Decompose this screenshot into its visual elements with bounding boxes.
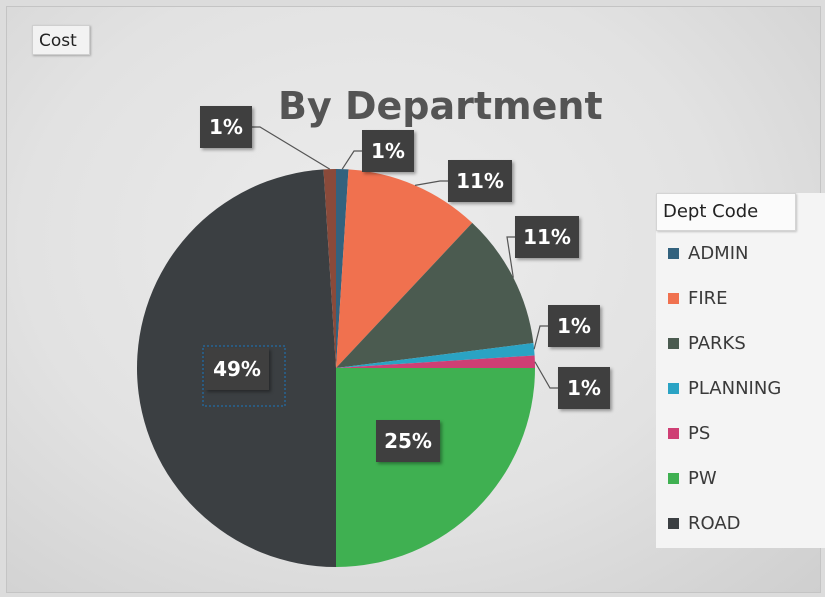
legend-swatch (668, 337, 679, 349)
pie-slice-ps[interactable] (336, 355, 535, 368)
leader-line-other (252, 126, 331, 170)
data-label-fire: 11% (448, 160, 512, 202)
pie-slice-pw[interactable] (336, 368, 535, 567)
legend-label: ROAD (688, 512, 741, 534)
legend-label: PS (688, 422, 711, 444)
chart-title: By Department (278, 84, 603, 128)
leader-line-parks (506, 236, 515, 278)
legend-label: PARKS (688, 332, 746, 354)
legend-item-planning[interactable]: PLANNING (668, 376, 781, 400)
pie-slice-planning[interactable] (336, 343, 535, 368)
leader-line-ps (534, 361, 558, 389)
legend-label: FIRE (688, 287, 728, 309)
legend-label: ADMIN (688, 242, 749, 264)
data-label-parks: 11% (515, 216, 579, 258)
leader-line-fire (414, 180, 448, 186)
data-label-pw: 25% (376, 420, 440, 462)
pie-slice-admin[interactable] (336, 169, 349, 368)
legend-label: PW (688, 467, 717, 489)
legend-item-fire[interactable]: FIRE (668, 286, 728, 310)
legend-swatch (668, 382, 679, 394)
legend-item-road[interactable]: ROAD (668, 511, 741, 535)
legend-swatch (668, 292, 679, 304)
legend-item-pw[interactable]: PW (668, 466, 717, 490)
legend-label: PLANNING (688, 377, 782, 399)
legend: Dept Code ADMIN FIRE PARKS PLANNING PS PW ROAD (656, 193, 825, 548)
legend-item-admin[interactable]: ADMIN (668, 241, 748, 265)
legend-item-ps[interactable]: PS (668, 421, 710, 445)
leader-line-planning (533, 325, 548, 350)
data-label-ps: 1% (558, 367, 610, 409)
legend-swatch (668, 472, 679, 484)
legend-swatch (668, 517, 679, 529)
label-selection-outline (202, 345, 286, 407)
pie-slice-parks[interactable] (336, 222, 534, 368)
pie-slice-fire[interactable] (336, 169, 473, 368)
pie-slice-other[interactable] (323, 169, 336, 368)
legend-swatch (668, 427, 679, 439)
data-label-road: 49% (205, 348, 269, 390)
legend-item-parks[interactable]: PARKS (668, 331, 746, 355)
data-label-admin: 1% (362, 130, 414, 172)
legend-title[interactable]: Dept Code (656, 193, 796, 231)
data-label-other: 1% (200, 106, 252, 148)
data-label-planning: 1% (548, 305, 600, 347)
legend-swatch (668, 247, 679, 259)
cost-field-button[interactable]: Cost (32, 25, 90, 55)
leader-line-admin (341, 150, 362, 170)
